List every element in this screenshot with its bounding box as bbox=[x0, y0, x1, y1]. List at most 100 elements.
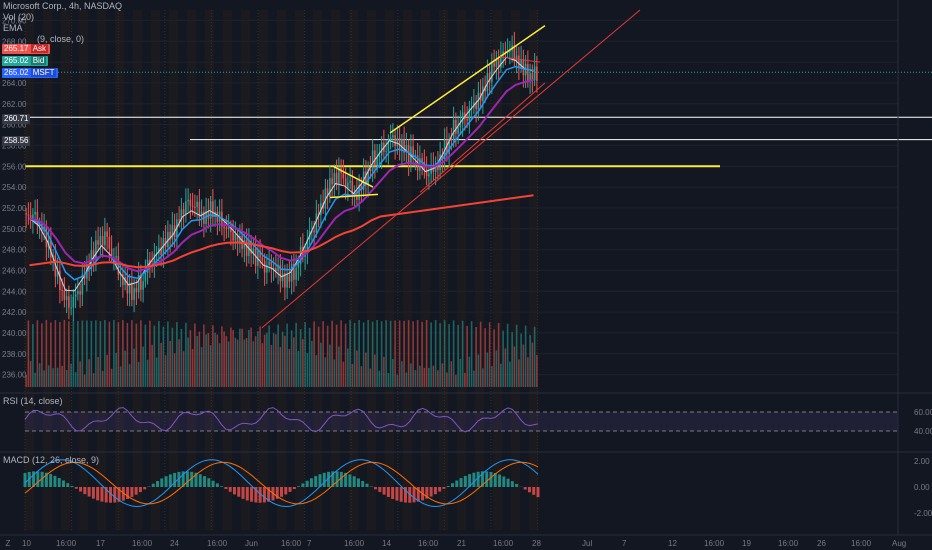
volume-bar bbox=[38, 363, 41, 387]
session-band bbox=[349, 10, 358, 530]
volume-bar bbox=[232, 330, 234, 387]
macd-hist bbox=[425, 487, 429, 499]
macd-hist bbox=[198, 474, 202, 487]
macd-hist bbox=[190, 471, 194, 487]
candle-body bbox=[254, 248, 257, 266]
volume-bar bbox=[405, 372, 408, 387]
volume-bar bbox=[151, 344, 153, 387]
candle-body bbox=[95, 240, 97, 260]
volume-bar bbox=[133, 348, 135, 387]
macd-hist bbox=[96, 487, 100, 501]
candle-body bbox=[450, 139, 453, 141]
candle-body bbox=[387, 140, 390, 152]
volume-bar bbox=[473, 370, 475, 387]
session-band bbox=[43, 10, 52, 530]
candle-body bbox=[32, 214, 34, 221]
volume-bar bbox=[441, 363, 444, 387]
candle-body bbox=[448, 139, 450, 154]
volume-bar bbox=[104, 320, 106, 387]
candle-body bbox=[245, 239, 248, 256]
volume-bar bbox=[358, 320, 360, 387]
volume-bar bbox=[425, 320, 428, 387]
macd-hist bbox=[369, 486, 373, 487]
volume-bar bbox=[383, 356, 385, 387]
candle-body bbox=[171, 225, 174, 240]
volume-bar bbox=[293, 337, 295, 387]
macd-line bbox=[24, 459, 539, 508]
candle-body bbox=[115, 256, 117, 258]
macd-hist bbox=[403, 487, 407, 503]
macd-hist bbox=[288, 487, 292, 492]
volume-bar bbox=[257, 331, 259, 387]
candle-body bbox=[502, 51, 504, 56]
time-tick-label: 7 bbox=[307, 539, 312, 548]
volume-bar bbox=[250, 327, 252, 387]
session-band bbox=[133, 10, 142, 530]
volume-bar bbox=[252, 341, 255, 387]
candle-body bbox=[452, 119, 455, 140]
macd-hist bbox=[480, 471, 484, 487]
macd-hist bbox=[40, 471, 44, 487]
volume-bar bbox=[169, 341, 171, 387]
candle-body bbox=[232, 232, 234, 241]
macd-hist bbox=[254, 487, 258, 503]
time-tick-label: 28 bbox=[532, 539, 541, 548]
candle-body bbox=[104, 231, 106, 246]
macd-hist bbox=[468, 474, 472, 487]
macd-hist bbox=[280, 487, 283, 497]
timezone-button[interactable]: Z bbox=[5, 539, 11, 548]
volume-bar bbox=[315, 355, 318, 387]
macd-hist bbox=[527, 487, 531, 493]
candle-body bbox=[306, 239, 309, 253]
volume-bar bbox=[137, 361, 140, 387]
volume-bar bbox=[299, 329, 302, 387]
candle-body bbox=[101, 236, 104, 246]
macd-hist bbox=[57, 478, 61, 487]
candle-body bbox=[56, 270, 59, 277]
volume-bar bbox=[479, 321, 482, 387]
time-tick-label: 12 bbox=[668, 539, 677, 548]
legend: Microsoft Corp., 4h, NASDAQ Vol (20) EMA… bbox=[3, 1, 122, 45]
rsi-pane bbox=[0, 392, 932, 433]
volume-bar bbox=[513, 346, 516, 387]
candle-body bbox=[518, 55, 520, 68]
volume-bar bbox=[488, 322, 491, 387]
rsi-label[interactable]: RSI (14, close) bbox=[3, 396, 63, 406]
volume-bar bbox=[459, 358, 462, 387]
macd-label[interactable]: MACD (12, 26, close, 9) bbox=[3, 455, 100, 465]
volume-bar bbox=[371, 321, 374, 387]
time-tick-label: 10 bbox=[22, 539, 31, 548]
volume-bar bbox=[500, 363, 502, 387]
macd-hist bbox=[79, 487, 83, 492]
candle-body bbox=[380, 142, 383, 156]
macd-hist bbox=[438, 487, 442, 492]
symbol-line[interactable]: Microsoft Corp., 4h, NASDAQ bbox=[3, 1, 123, 11]
candle-body bbox=[137, 275, 140, 293]
macd-hist bbox=[185, 471, 189, 487]
volume-bar bbox=[110, 368, 113, 387]
macd-hist bbox=[399, 487, 403, 502]
volume-bar bbox=[272, 333, 275, 387]
volume-bar bbox=[266, 332, 268, 387]
volume-bar bbox=[270, 344, 273, 387]
vol-label[interactable]: Vol (20) bbox=[3, 12, 35, 22]
candle-body bbox=[403, 139, 405, 153]
ema-label[interactable]: EMA bbox=[3, 23, 23, 33]
candle-body bbox=[83, 274, 86, 279]
macd-hist bbox=[532, 487, 536, 495]
volume-bar bbox=[367, 320, 369, 387]
volume-bar bbox=[322, 321, 324, 387]
candle-body bbox=[65, 296, 68, 300]
volume-bar bbox=[77, 320, 79, 387]
volume-bar bbox=[88, 359, 90, 387]
candle-body bbox=[261, 257, 264, 261]
volume-bar bbox=[331, 320, 333, 387]
candle-body bbox=[396, 138, 399, 147]
candle-body bbox=[353, 193, 356, 195]
volume-bar bbox=[536, 355, 538, 387]
volume-bar bbox=[302, 339, 304, 387]
candle-body bbox=[520, 59, 522, 68]
candle-body bbox=[50, 240, 52, 258]
candle-body bbox=[385, 151, 387, 153]
